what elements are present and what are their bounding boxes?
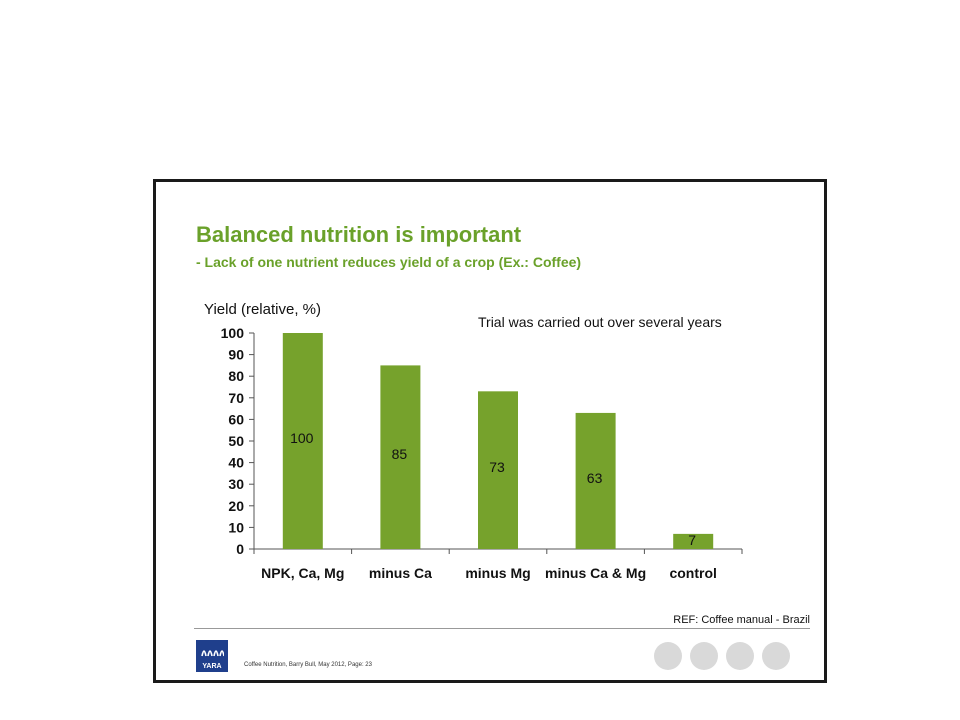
bar (380, 365, 421, 549)
y-tick-label: 10 (228, 519, 244, 535)
y-axis-title: Yield (relative, %) (204, 301, 321, 318)
x-category-label: minus Ca (369, 565, 432, 581)
bar (478, 391, 518, 549)
data-label: 7 (688, 532, 696, 548)
bar (575, 412, 616, 549)
ship-logo-icon (201, 650, 224, 657)
bar (282, 333, 323, 549)
logo-text: YARA (202, 663, 222, 670)
chart-annotation: Trial was carried out over several years (478, 314, 722, 330)
chart-marks: 0 10 20 30 40 50 60 70 80 90 100 100 NPK, Ca, Mg 85 mi… (221, 325, 743, 581)
slide-frame: Balanced nutrition is important - Lack o… (153, 179, 827, 683)
x-category-label: NPK, Ca, Mg (261, 565, 344, 581)
y-tick-label: 0 (236, 541, 244, 557)
nav-dot[interactable] (726, 642, 754, 670)
x-category-label: control (669, 565, 716, 581)
x-category-label: minus Mg (465, 565, 530, 581)
yara-logo: YARA (196, 640, 228, 672)
slide-nav-dots (654, 642, 790, 670)
x-category-label: minus Ca & Mg (545, 565, 646, 581)
data-label: 85 (392, 446, 408, 462)
nav-dot[interactable] (690, 642, 718, 670)
footer-note: Coffee Nutrition, Barry Bull, May 2012, … (244, 662, 372, 668)
footer-divider (194, 628, 810, 629)
y-tick-label: 20 (228, 498, 244, 514)
y-tick-label: 70 (228, 390, 244, 406)
y-tick-label: 100 (221, 325, 245, 341)
reference-text: REF: Coffee manual - Brazil (673, 614, 810, 626)
nav-dot[interactable] (762, 642, 790, 670)
y-tick-label: 80 (228, 368, 244, 384)
data-label: 73 (489, 459, 505, 475)
slide-subtitle: - Lack of one nutrient reduces yield of … (196, 254, 582, 270)
data-label: 63 (587, 470, 603, 486)
y-tick-label: 90 (228, 347, 244, 363)
bar (673, 533, 714, 549)
y-tick-label: 50 (228, 433, 244, 449)
slide-title: Balanced nutrition is important (196, 222, 522, 247)
nav-dot[interactable] (654, 642, 682, 670)
data-label: 100 (290, 430, 314, 446)
y-tick-label: 60 (228, 411, 244, 427)
y-tick-label: 40 (228, 455, 244, 471)
y-tick-label: 30 (228, 476, 244, 492)
bar-chart: Yield (relative, %) Trial was carried ou… (204, 301, 743, 581)
